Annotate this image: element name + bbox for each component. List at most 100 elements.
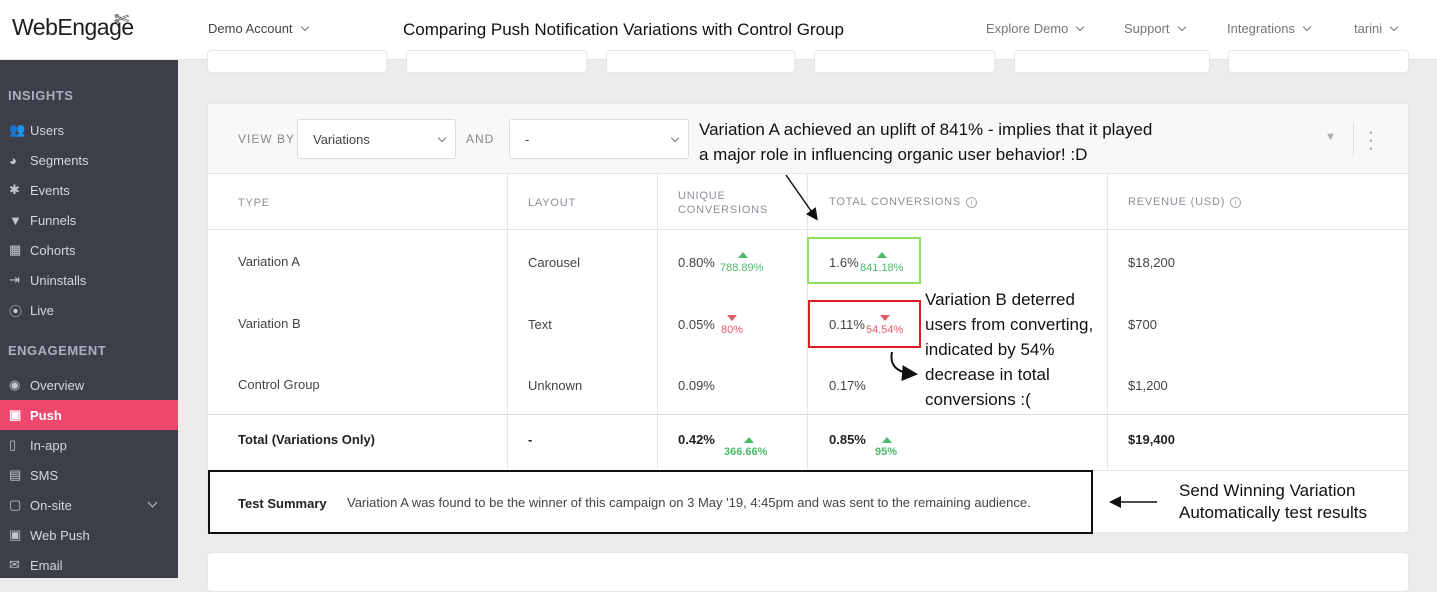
annotation-line: users from converting, [925, 315, 1094, 334]
row-unique: 0.09% [678, 378, 715, 393]
nav-integrations[interactable]: Integrations [1227, 21, 1312, 36]
header-line: CONVERSIONS [678, 204, 769, 216]
column-header-revenue: REVENUE (USD) i [1128, 195, 1242, 209]
sidebar-item-email[interactable]: ✉ Email [0, 550, 178, 580]
exit-icon: ⇥ [9, 272, 20, 287]
row-revenue: $700 [1128, 317, 1157, 332]
sidebar-item-label: Live [30, 302, 54, 318]
annotation-variation-b: Variation B deterred users from converti… [925, 287, 1093, 412]
down-arrow-icon [727, 315, 737, 321]
header-divider [208, 229, 1408, 230]
chevron-down-icon [1389, 22, 1399, 32]
annotation-line: a major role in influencing organic user… [699, 145, 1088, 164]
and-select[interactable]: - [509, 119, 689, 159]
logo-mark-icon: ✄ [114, 9, 130, 29]
annotation-line: Variation B deterred [925, 290, 1075, 309]
row-unique-delta: 80% [721, 324, 744, 336]
window-icon: ▢ [9, 497, 22, 512]
column-divider [807, 174, 808, 469]
envelope-icon: ✉ [9, 557, 20, 572]
filter-icon[interactable]: ▼ [1325, 131, 1336, 143]
chevron-down-icon [437, 133, 447, 143]
column-header-unique-conversions: UNIQUE CONVERSIONS [678, 189, 768, 217]
webengage-logo[interactable]: WebEngage [12, 14, 134, 40]
view-by-select[interactable]: Variations [297, 119, 456, 159]
down-arrow-icon [880, 315, 890, 321]
sidebar-item-push[interactable]: ▣ Push [0, 400, 178, 430]
stat-card [1228, 50, 1409, 73]
annotation-line: indicated by 54% [925, 340, 1055, 359]
more-options-icon[interactable]: · · · [1368, 122, 1374, 157]
row-layout: Unknown [528, 378, 583, 393]
sidebar-item-label: Segments [30, 152, 89, 168]
chevron-down-icon [1076, 22, 1085, 32]
column-header-type: TYPE [238, 197, 270, 209]
sidebar-item-events[interactable]: ✱ Events [0, 175, 178, 205]
broadcast-icon: ⦿ [9, 303, 23, 319]
row-type[interactable]: Variation A [238, 254, 300, 269]
annotation-line: decrease in total [925, 365, 1050, 384]
header-text: REVENUE (USD) [1128, 196, 1226, 208]
star-icon: ✱ [9, 182, 20, 197]
sidebar-item-live[interactable]: ⦿ Live [0, 295, 178, 325]
variation-b-highlight-box [808, 300, 921, 348]
sidebar-item-web-push[interactable]: ▣ Web Push [0, 520, 178, 550]
funnel-icon: ▼ [9, 212, 22, 228]
up-arrow-icon [877, 252, 887, 258]
view-by-label: VIEW BY [238, 132, 296, 146]
sidebar-item-uninstalls[interactable]: ⇥ Uninstalls [0, 265, 178, 295]
push-icon: ▣ [9, 407, 22, 422]
sidebar-item-segments[interactable]: ◕ Segments [0, 145, 178, 175]
sidebar-item-label: On-site [30, 497, 72, 513]
nav-explore-demo[interactable]: Explore Demo [986, 21, 1085, 36]
test-summary-label: Test Summary [238, 496, 327, 511]
total-row-unique-delta: 366.66% [724, 446, 768, 458]
chevron-down-icon [1177, 22, 1186, 32]
nav-label: Explore Demo [986, 21, 1069, 36]
total-row-label: Total (Variations Only) [238, 432, 376, 447]
row-revenue: $18,200 [1128, 255, 1175, 270]
row-layout: Carousel [528, 255, 581, 270]
info-icon[interactable]: i [965, 197, 977, 208]
row-total: 1.6% [829, 255, 859, 270]
sidebar-item-cohorts[interactable]: ▦ Cohorts [0, 235, 178, 265]
nav-label: Integrations [1227, 21, 1295, 36]
test-summary-text: Variation A was found to be the winner o… [347, 495, 1031, 510]
eye-icon: ◉ [9, 377, 21, 392]
sidebar-item-users[interactable]: 👥 Users [0, 115, 178, 145]
row-layout: Text [528, 317, 552, 332]
row-type[interactable]: Control Group [238, 377, 320, 392]
sidebar-item-label: Email [30, 557, 63, 573]
sidebar-item-label: Events [30, 182, 70, 198]
test-summary: Test Summary Variation A was found to be… [208, 470, 1093, 534]
account-switcher[interactable]: Demo Account [208, 21, 309, 36]
page-heading: Comparing Push Notification Variations w… [403, 20, 844, 39]
divider [1353, 122, 1354, 156]
annotation-line: Send Winning Variation [1179, 481, 1356, 500]
row-type[interactable]: Variation B [238, 316, 301, 331]
sidebar-item-funnels[interactable]: ▼ Funnels [0, 205, 178, 235]
nav-user-menu[interactable]: tarini [1354, 21, 1399, 36]
stat-card [207, 50, 387, 73]
annotation-send-winning: Send Winning Variation Automatically tes… [1179, 480, 1367, 524]
total-row-revenue: $19,400 [1128, 432, 1175, 447]
column-divider [657, 174, 658, 469]
row-total-delta: 841.18% [860, 262, 904, 274]
sidebar-item-on-site[interactable]: ▢ On-site [0, 490, 178, 520]
sidebar-item-overview[interactable]: ◉ Overview [0, 370, 178, 400]
view-by-bar: VIEW BY Variations AND - ▼ · · · [208, 104, 1408, 174]
header-text: TOTAL CONVERSIONS [829, 196, 961, 208]
info-icon[interactable]: i [1230, 197, 1242, 208]
annotation-line: conversions :( [925, 390, 1031, 409]
sidebar-item-label: Uninstalls [30, 272, 87, 288]
sidebar-item-in-app[interactable]: ▯ In-app [0, 430, 178, 460]
stat-card [1014, 50, 1210, 73]
and-value: - [525, 132, 530, 147]
total-row-total-delta: 95% [875, 446, 898, 458]
nav-support[interactable]: Support [1124, 21, 1186, 36]
header-line: UNIQUE [678, 190, 726, 202]
chevron-down-icon [147, 497, 158, 508]
sidebar-item-sms[interactable]: ▤ SMS [0, 460, 178, 490]
chevron-down-icon [670, 133, 680, 143]
column-header-layout: LAYOUT [528, 197, 576, 209]
